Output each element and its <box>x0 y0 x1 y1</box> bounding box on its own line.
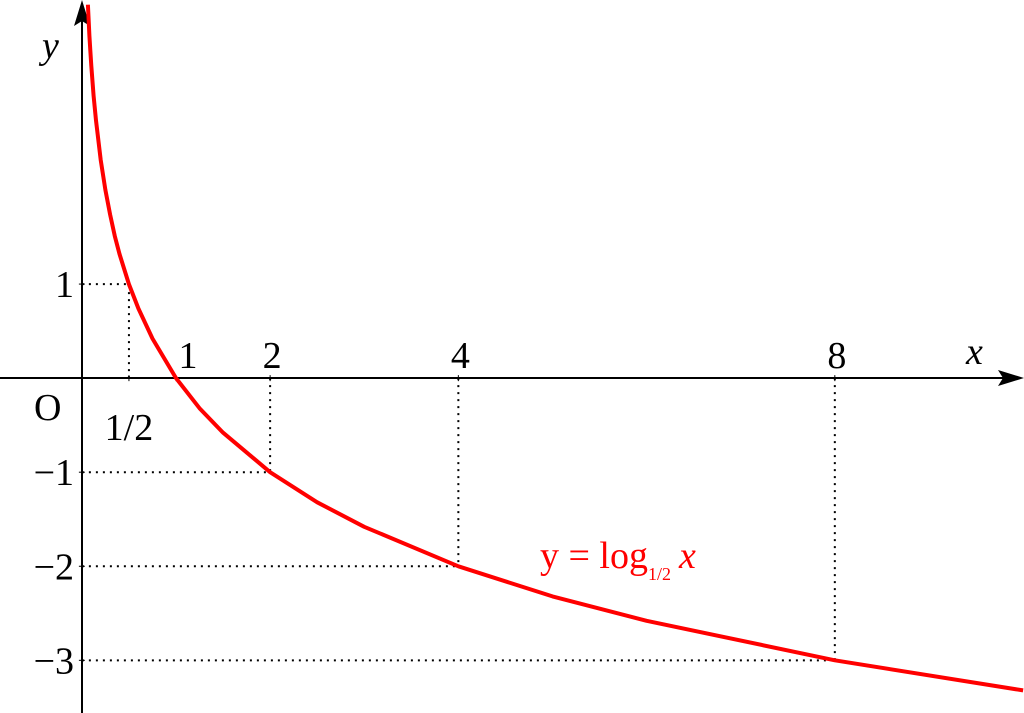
x-tick-label: 1 <box>179 335 198 377</box>
curve-label-name: y = log <box>540 535 648 577</box>
x-tick-label: 4 <box>451 335 470 377</box>
curve <box>85 4 1024 693</box>
curve-label-base: 1/2 <box>648 564 671 584</box>
x-tick-label: 1/2 <box>105 407 154 449</box>
y-tick-label: 1 <box>55 264 74 306</box>
y-axis-arrow <box>74 0 90 26</box>
x-tick-label: 8 <box>827 335 846 377</box>
y-tick-label: −3 <box>34 640 74 682</box>
y-tick-label: −1 <box>34 452 74 494</box>
origin-label: O <box>34 387 61 429</box>
curve-label-arg: x <box>678 535 696 577</box>
y-axis-label: y <box>38 25 59 67</box>
x-axis-arrow <box>998 370 1024 386</box>
y-tick-label: −2 <box>34 546 74 588</box>
x-axis-label: x <box>965 331 983 373</box>
curve-label: y = log1/2 x <box>540 535 696 584</box>
x-tick-label: 2 <box>263 335 282 377</box>
